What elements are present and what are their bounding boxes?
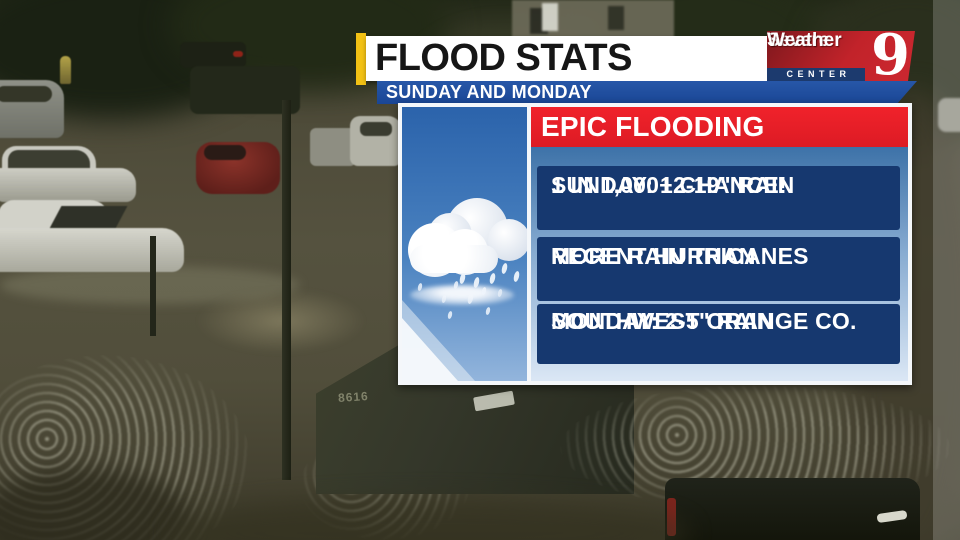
stat-line: MONDAY: 2-5" RAIN bbox=[551, 308, 774, 334]
flood-stats-panel: EPIC FLOODING SUNDAY: 12-19" RAIN 1 IN 1… bbox=[398, 103, 912, 385]
dark-pickup-truck bbox=[190, 66, 300, 114]
stat-line: MORE RAIN THAN bbox=[551, 243, 756, 269]
raindrop-icon bbox=[485, 306, 491, 316]
raindrop-icon bbox=[512, 270, 521, 283]
sign-post bbox=[150, 236, 156, 336]
submerged-suv bbox=[0, 80, 64, 138]
truck-bed bbox=[310, 128, 356, 166]
car-body bbox=[0, 168, 136, 202]
channel-9-numeral: 9 bbox=[871, 22, 910, 88]
page-title: FLOOD STATS bbox=[375, 37, 632, 79]
yellow-accent-bar bbox=[356, 33, 366, 85]
house-window bbox=[608, 6, 624, 30]
person-wading bbox=[60, 56, 71, 84]
stats-list: SUNDAY: 12-19" RAIN 1 IN 1,000+ CHANCE! … bbox=[531, 147, 908, 381]
submerged-dark-object bbox=[665, 478, 920, 540]
raindrop-icon bbox=[447, 310, 453, 320]
rain-clouds-icon bbox=[402, 107, 527, 381]
raindrop-icon bbox=[488, 272, 497, 285]
stat-line: SOUTHWEST ORANGE CO. bbox=[551, 308, 857, 334]
floating-debris bbox=[196, 288, 366, 354]
dumpster-label bbox=[473, 390, 515, 412]
subtitle-banner: SUNDAY AND MONDAY bbox=[377, 81, 917, 104]
stat-line: 1 IN 1,000+ CHANCE! bbox=[551, 172, 787, 198]
red-debris bbox=[667, 498, 676, 536]
car-window bbox=[8, 150, 90, 168]
logo-line-severe: Severe bbox=[767, 30, 830, 51]
subtitle: SUNDAY AND MONDAY bbox=[386, 82, 592, 102]
submerged-red-car bbox=[196, 142, 280, 194]
stats-section: EPIC FLOODING SUNDAY: 12-19" RAIN 1 IN 1… bbox=[531, 107, 908, 381]
stat-box-monday: MONDAY: 2-5" RAIN SOUTHWEST ORANGE CO. bbox=[537, 304, 900, 364]
panel-header: EPIC FLOODING bbox=[531, 107, 908, 147]
car-window bbox=[0, 86, 52, 102]
car-body bbox=[0, 228, 184, 272]
severe-weather-center-9-logo: Severe Weather CENTER 9 bbox=[767, 31, 915, 81]
car-window bbox=[204, 145, 246, 160]
white-pickup-truck bbox=[310, 116, 402, 166]
dark-car bbox=[180, 42, 246, 68]
cloud-shape bbox=[410, 245, 498, 273]
panel-title: EPIC FLOODING bbox=[541, 111, 765, 142]
taillight bbox=[233, 51, 243, 57]
stat-line: RECENT HURRICANES bbox=[551, 243, 809, 269]
utility-pole bbox=[282, 100, 291, 480]
submerged-white-sedan bbox=[0, 200, 184, 272]
white-highlight bbox=[876, 509, 908, 524]
dumpster-number: 8616 bbox=[337, 388, 370, 406]
stat-box-comparison: MORE RAIN THAN RECENT HURRICANES bbox=[537, 237, 900, 301]
truck-window bbox=[360, 122, 392, 136]
logo-line-center: CENTER bbox=[767, 68, 865, 81]
stat-box-sunday: SUNDAY: 12-19" RAIN 1 IN 1,000+ CHANCE! bbox=[537, 166, 900, 230]
raindrop-icon bbox=[500, 262, 509, 275]
title-banner: FLOOD STATS bbox=[366, 36, 767, 81]
video-edge-artifact bbox=[933, 0, 960, 540]
mist-puddle bbox=[410, 285, 514, 305]
house-door bbox=[542, 3, 558, 31]
white-car bbox=[938, 98, 960, 132]
logo-line-weather: Weather bbox=[767, 30, 842, 51]
submerged-white-sedan bbox=[0, 146, 136, 206]
stat-line: SUNDAY: 12-19" RAIN bbox=[551, 172, 795, 198]
